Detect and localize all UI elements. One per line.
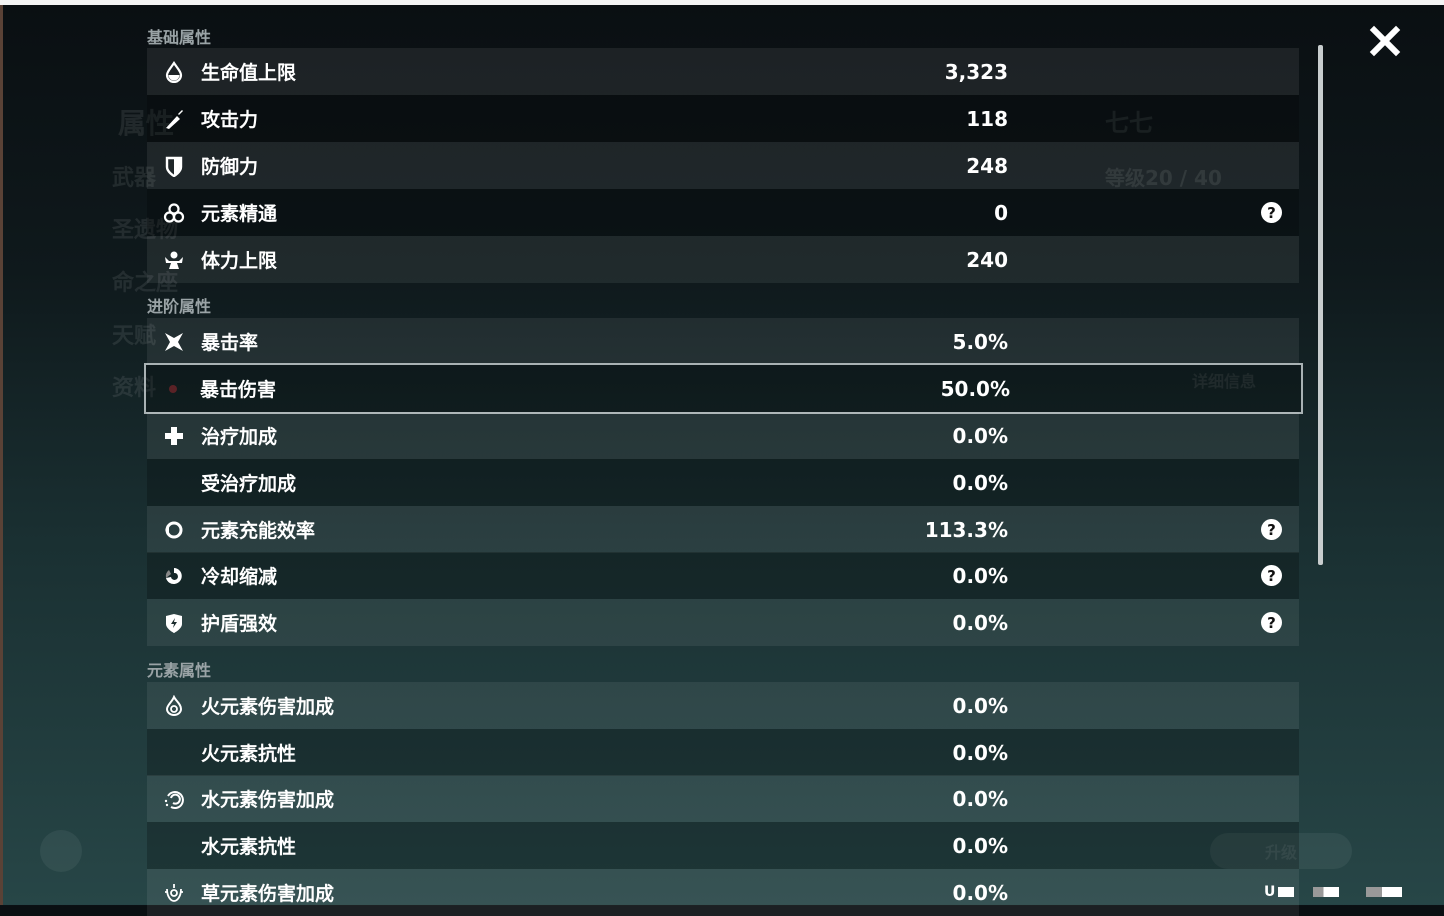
stat-row[interactable]: 生命值上限 3,323 [147, 48, 1299, 95]
stat-row[interactable]: 受治疗加成 0.0% [147, 459, 1299, 506]
bg-character-name: 七七 [1105, 109, 1153, 137]
stat-value: 0.0% [952, 693, 1008, 718]
stat-row[interactable]: 火元素伤害加成 0.0% [147, 682, 1299, 729]
stat-label: 水元素伤害加成 [201, 789, 335, 811]
stat-label: 攻击力 [201, 109, 259, 131]
help-icon[interactable]: ? [1261, 612, 1282, 633]
status-text: U [1264, 884, 1276, 900]
stat-row[interactable]: 治疗加成 0.0% [147, 412, 1299, 459]
stat-row[interactable]: 防御力 248 [147, 142, 1299, 189]
crit-dmg-icon [162, 378, 184, 400]
window-top-edge [0, 0, 1444, 5]
stat-row[interactable]: 草元素伤害加成 0.0% [147, 869, 1299, 916]
stat-label: 冷却缩减 [201, 566, 278, 588]
stat-value: 0.0% [952, 470, 1008, 495]
stat-label: 护盾强效 [201, 613, 278, 635]
stat-label: 生命值上限 [201, 62, 297, 84]
stat-label: 草元素伤害加成 [201, 883, 335, 905]
stat-label: 水元素抗性 [201, 836, 297, 858]
stat-row[interactable]: 护盾强效 0.0%? [147, 599, 1299, 646]
stat-value: 118 [966, 106, 1008, 131]
status-block [1366, 887, 1402, 897]
stat-row[interactable]: 体力上限 240 [147, 236, 1299, 283]
stat-row[interactable]: 火元素抗性 0.0% [147, 729, 1299, 776]
stat-row[interactable]: 暴击率 5.0% [147, 318, 1299, 365]
bg-menu-artifacts: 圣遗物 [112, 218, 179, 243]
help-icon[interactable]: ? [1261, 565, 1282, 586]
stat-label: 治疗加成 [201, 426, 278, 448]
bg-menu-weapon: 武器 [112, 166, 157, 191]
shield-icon [163, 155, 185, 177]
bg-menu-constellation: 命之座 [112, 271, 179, 296]
bg-menu-profile: 资料 [112, 376, 157, 401]
stat-label: 火元素抗性 [201, 743, 297, 765]
stat-value: 0.0% [952, 740, 1008, 765]
status-block [1313, 887, 1339, 897]
healing-cross-icon [163, 425, 185, 447]
stat-label: 元素充能效率 [201, 520, 316, 542]
section-header: 进阶属性 [147, 297, 212, 316]
stamina-icon [163, 249, 185, 271]
help-icon[interactable]: ? [1261, 519, 1282, 540]
stat-label: 防御力 [201, 156, 259, 178]
stat-value: 113.3% [924, 517, 1008, 542]
stat-value: 0.0% [952, 786, 1008, 811]
stat-value: 0.0% [952, 563, 1008, 588]
stat-row[interactable]: 暴击伤害 50.0% [144, 363, 1303, 414]
bg-details-button: 详细信息 [1192, 372, 1257, 391]
stat-value: 3,323 [944, 59, 1008, 84]
window-left-edge [0, 5, 3, 905]
scrollbar[interactable] [1318, 45, 1323, 565]
stat-value: 0.0% [952, 880, 1008, 905]
crit-rate-icon [163, 331, 185, 353]
stat-value: 0.0% [952, 833, 1008, 858]
stat-value: 240 [966, 247, 1008, 272]
close-icon [1369, 25, 1401, 57]
hydro-icon [163, 788, 185, 810]
stat-label: 元素精通 [201, 203, 278, 225]
stat-label: 暴击率 [201, 332, 259, 354]
close-button[interactable] [1368, 24, 1402, 58]
stat-label: 暴击伤害 [200, 379, 277, 401]
stat-value: 248 [966, 153, 1008, 178]
stat-row[interactable]: 攻击力 118 [147, 95, 1299, 142]
dendro-icon [163, 882, 185, 904]
energy-recharge-icon [163, 519, 185, 541]
stat-value: 5.0% [952, 329, 1008, 354]
stat-label: 受治疗加成 [201, 473, 297, 495]
hp-drop-icon [163, 60, 185, 83]
stat-row[interactable]: 冷却缩减 0.0%? [147, 552, 1299, 599]
stat-value: 0 [994, 200, 1008, 225]
bg-grid-icon [40, 830, 82, 872]
status-block [1278, 887, 1294, 897]
stat-label: 体力上限 [201, 250, 278, 272]
bg-menu-attributes: 属性 [118, 107, 175, 140]
stat-value: 0.0% [952, 423, 1008, 448]
bg-level: 等级20 / 40 [1105, 166, 1222, 190]
stat-label: 火元素伤害加成 [201, 696, 335, 718]
stat-row[interactable]: 元素精通 0? [147, 189, 1299, 236]
sword-icon [163, 108, 185, 130]
section-header: 元素属性 [147, 661, 212, 680]
bg-upgrade-button: 升级 [1210, 833, 1352, 869]
stat-row[interactable]: 水元素抗性 0.0% [147, 822, 1299, 869]
shield-strength-icon [163, 612, 185, 634]
section-header: 基础属性 [147, 28, 212, 47]
pyro-icon [163, 694, 185, 717]
stat-row[interactable]: 元素充能效率 113.3%? [147, 506, 1299, 553]
stat-value: 0.0% [952, 610, 1008, 635]
bg-menu-talents: 天赋 [112, 324, 157, 349]
elemental-mastery-icon [163, 202, 185, 224]
cooldown-icon [163, 565, 185, 587]
stat-row[interactable]: 水元素伤害加成 0.0% [147, 775, 1299, 822]
help-icon[interactable]: ? [1261, 202, 1282, 223]
stat-value: 50.0% [940, 376, 1010, 401]
